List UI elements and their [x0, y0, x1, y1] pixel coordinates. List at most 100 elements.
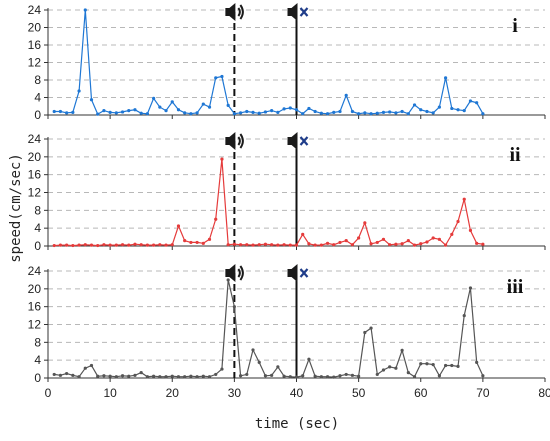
data-point: [388, 365, 392, 369]
data-point: [319, 111, 323, 115]
data-point: [77, 375, 81, 379]
data-point: [282, 374, 286, 378]
data-point: [475, 360, 479, 364]
data-point: [58, 373, 63, 377]
data-point: [344, 93, 348, 97]
data-point: [127, 243, 131, 247]
data-point: [344, 372, 348, 377]
data-point: [201, 241, 205, 245]
data-point: [58, 109, 63, 114]
data-point: [357, 112, 361, 116]
data-point: [394, 366, 398, 370]
data-point: [369, 326, 373, 330]
data-point: [127, 374, 131, 378]
data-point: [133, 108, 137, 112]
speaker-body: [225, 132, 236, 150]
data-point: [475, 241, 479, 245]
data-point: [481, 112, 485, 116]
data-point: [52, 243, 56, 248]
data-point: [65, 243, 69, 247]
data-point: [276, 365, 280, 369]
speaker-muted-icon: [287, 132, 309, 150]
data-point: [145, 243, 149, 247]
data-point: [270, 109, 274, 113]
data-point: [425, 109, 429, 114]
x-axis-label: time (sec): [255, 416, 339, 432]
y-tick-label: 8: [34, 73, 41, 87]
data-point: [251, 348, 255, 352]
panel-label: ii: [509, 144, 521, 166]
data-point: [263, 242, 268, 246]
data-point: [357, 236, 361, 240]
data-point: [419, 108, 423, 112]
data-point: [83, 8, 87, 12]
data-point: [83, 366, 87, 370]
data-point: [381, 110, 386, 114]
data-point: [288, 243, 292, 247]
data-point: [232, 305, 236, 309]
y-tick-label: 16: [28, 300, 42, 314]
data-point: [257, 360, 261, 364]
panel-iii: 0 4 8 12 16 20 24 0 10 20 30 40 50 60 70 80 iii: [28, 264, 550, 400]
y-tick-label: 12: [28, 56, 42, 70]
data-point: [114, 375, 118, 379]
data-point: [431, 363, 435, 367]
y-axis-label: speed(cm/sec): [8, 153, 24, 263]
data-point: [195, 375, 199, 379]
data-point: [232, 112, 236, 116]
data-point: [65, 111, 69, 115]
data-point: [350, 243, 355, 247]
data-point: [245, 243, 249, 247]
data-point: [444, 363, 448, 368]
data-point: [369, 242, 373, 246]
y-tick-label: 0: [34, 108, 41, 122]
data-point: [201, 374, 205, 378]
data-point: [232, 242, 236, 246]
data-point: [282, 107, 286, 111]
sound-wave: [237, 7, 241, 17]
data-point: [338, 240, 342, 245]
data-point: [375, 240, 379, 245]
data-point: [207, 237, 212, 241]
data-point: [89, 98, 94, 102]
data-point: [450, 232, 454, 237]
data-point: [325, 241, 330, 245]
data-point: [214, 372, 218, 377]
speaker-body: [225, 3, 236, 21]
y-tick-label: 24: [28, 132, 42, 146]
data-point: [183, 375, 187, 379]
data-point: [176, 375, 181, 379]
data-point: [437, 105, 441, 109]
data-point: [412, 243, 417, 247]
data-point: [468, 228, 473, 232]
x-tick-label: 80: [538, 386, 550, 400]
data-point: [170, 100, 174, 104]
data-point: [133, 373, 137, 377]
sound-wave: [239, 4, 244, 20]
data-point: [83, 243, 87, 247]
y-tick-label: 4: [34, 221, 41, 235]
data-point: [301, 112, 305, 116]
mute-cross: [299, 268, 309, 278]
data-point: [381, 368, 386, 372]
data-point: [462, 197, 466, 201]
data-point: [282, 243, 286, 247]
data-point: [307, 106, 311, 111]
data-point: [294, 243, 299, 247]
data-point: [288, 106, 292, 110]
data-point: [276, 110, 280, 114]
data-point: [108, 110, 112, 114]
data-point: [71, 243, 75, 248]
panel-ii: 0 4 8 12 16 20 24 ii: [28, 132, 546, 253]
data-point: [102, 109, 106, 113]
sound-wave: [237, 268, 241, 278]
data-point: [350, 373, 355, 377]
data-point: [381, 237, 386, 241]
data-point: [152, 243, 156, 247]
y-tick-label: 24: [28, 3, 42, 17]
data-point: [164, 375, 168, 379]
data-point: [437, 374, 441, 378]
data-point: [139, 371, 143, 375]
data-point: [406, 239, 410, 243]
speaker-muted-icon: [287, 3, 309, 21]
